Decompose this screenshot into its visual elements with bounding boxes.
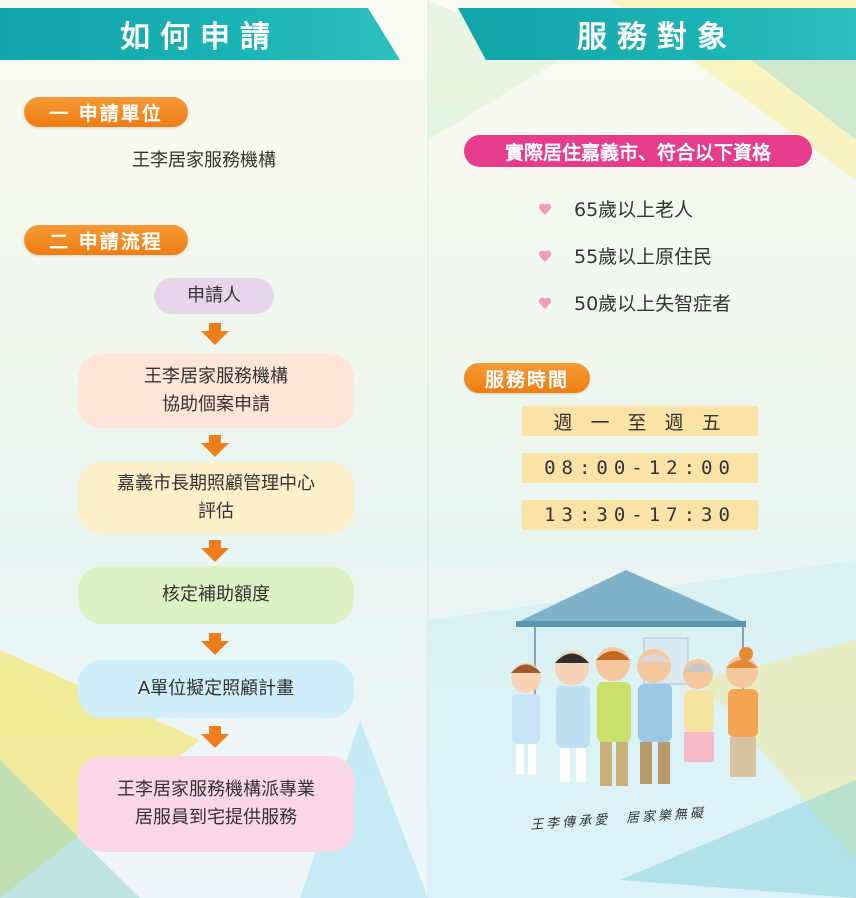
qualification-text: 65歲以上老人: [574, 199, 694, 221]
flow-step-line: A單位擬定照顧計畫: [137, 678, 295, 699]
elderly-woman: [683, 659, 714, 762]
arrow-down-icon: [201, 633, 229, 655]
arrow-down-icon: [201, 726, 229, 748]
right-panel: 服務對象 實際居住嘉義市、符合以下資格 65歲以上老人 55歲以上原住民 50歲…: [428, 0, 856, 898]
section-process-label: 二 申請流程: [24, 225, 188, 255]
flow-step-line: 王李居家服務機構派專業: [117, 779, 315, 800]
arrow-down-icon: [201, 540, 229, 562]
heart-icon: [538, 203, 552, 215]
section-applicant-unit-label: 一 申請單位: [24, 97, 188, 127]
flow-step-line: 申請人: [187, 285, 241, 306]
qualification-item: 65歲以上老人: [538, 195, 693, 222]
flow-step-line: 核定補助額度: [162, 584, 270, 605]
arrow-down-icon: [201, 323, 229, 345]
service-days: 週 一 至 週 五: [522, 406, 758, 436]
flow-step-line: 居服員到宅提供服務: [135, 807, 297, 828]
heart-icon: [538, 250, 552, 262]
caregiver-woman: [511, 663, 541, 774]
woman-striped-shirt: [726, 647, 758, 777]
family-illustration: [511, 570, 758, 786]
flow-step-line: 嘉義市長期照顧管理中心: [117, 473, 315, 494]
elderly-man: [637, 649, 672, 784]
service-hours-title: 服務時間: [464, 363, 590, 393]
arrow-down-icon: [201, 435, 229, 457]
flow-step-home-service: 王李居家服務機構派專業 居服員到宅提供服務: [78, 756, 354, 852]
service-target-header: 服務對象: [458, 8, 856, 60]
flow-step-subsidy: 核定補助額度: [78, 566, 354, 624]
house-roof: [516, 570, 746, 623]
left-panel: 如何申請 一 申請單位 王李居家服務機構 二 申請流程 申請人 王李居家服務機構…: [0, 8, 400, 852]
flow-step-care-plan: A單位擬定照顧計畫: [78, 660, 354, 718]
qualification-item: 50歲以上失智症者: [538, 289, 731, 316]
applicant-unit-text: 王李居家服務機構: [132, 150, 276, 171]
qualification-text: 50歲以上失智症者: [574, 293, 732, 315]
qualification-item: 55歲以上原住民: [538, 242, 712, 269]
flow-step-line: 評估: [198, 501, 234, 522]
caregiver-man: [555, 651, 590, 782]
flow-step-assessment: 嘉義市長期照顧管理中心 評估: [78, 462, 354, 534]
flow-step-line: 協助個案申請: [162, 394, 270, 415]
qualification-text: 55歲以上原住民: [574, 246, 713, 268]
eligibility-title: 實際居住嘉義市、符合以下資格: [464, 135, 812, 167]
service-hours-morning: 08:00-12:00: [522, 453, 758, 483]
flow-step-line: 王李居家服務機構: [144, 366, 288, 387]
man-yellow-shirt: [596, 647, 631, 786]
heart-icon: [538, 297, 552, 309]
how-to-apply-header: 如何申請: [0, 8, 400, 60]
flow-step-applicant: 申請人: [154, 278, 274, 314]
flow-step-agency-assist: 王李居家服務機構 協助個案申請: [78, 354, 354, 428]
service-hours-afternoon: 13:30-17:30: [522, 500, 758, 530]
